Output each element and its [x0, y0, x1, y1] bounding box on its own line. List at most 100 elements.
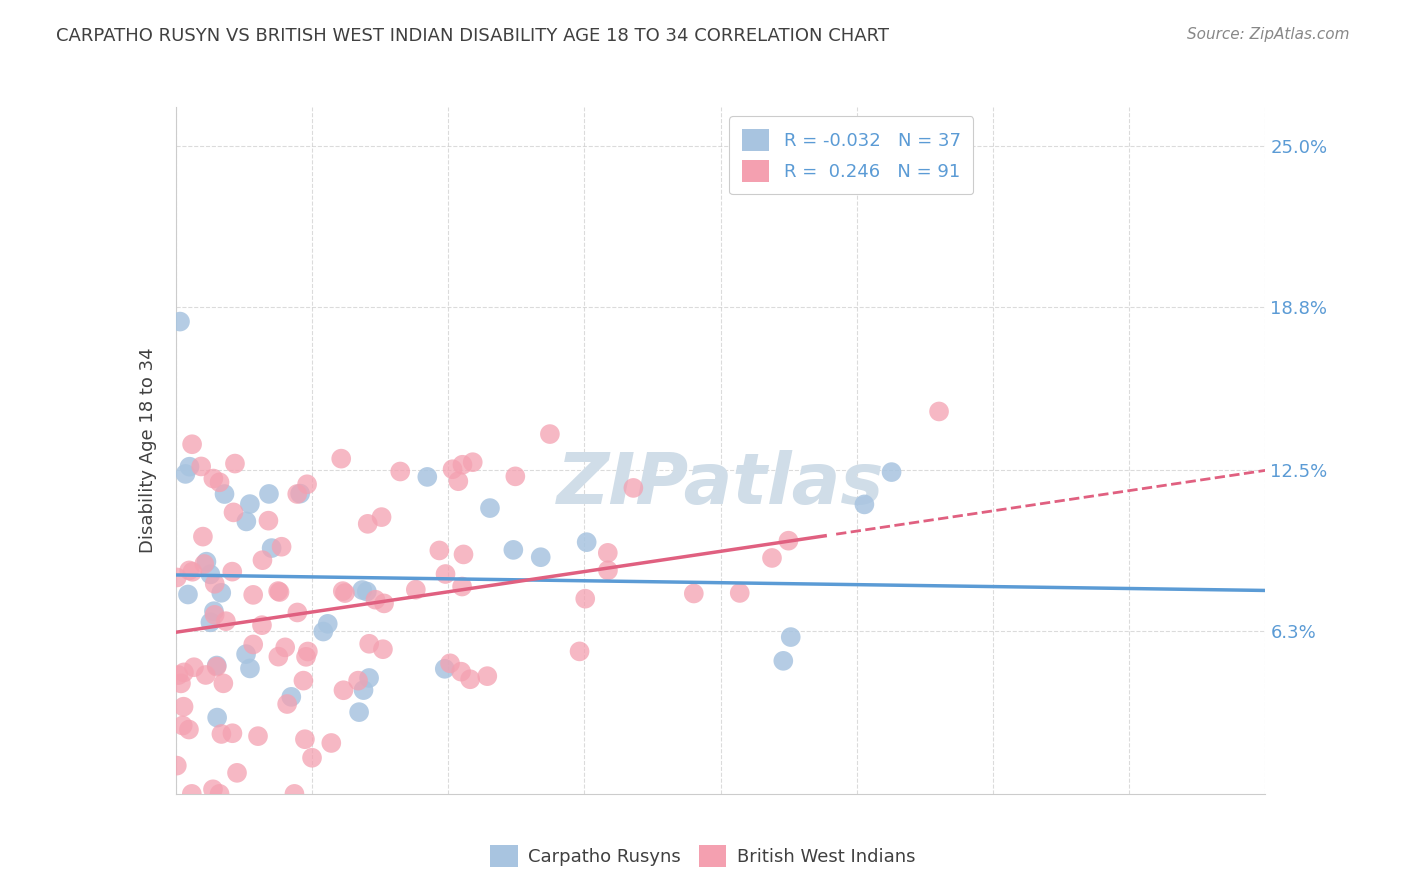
Point — [285, 487, 308, 501]
Point — [301, 751, 323, 765]
Point — [215, 614, 238, 628]
Point — [451, 580, 474, 594]
Point — [434, 567, 457, 582]
Point — [427, 543, 450, 558]
Point — [373, 596, 395, 610]
Point — [347, 705, 370, 719]
Point — [222, 505, 245, 519]
Point — [280, 690, 302, 704]
Point — [181, 565, 204, 579]
Point — [183, 660, 205, 674]
Point — [177, 723, 200, 737]
Point — [451, 458, 474, 472]
Point — [389, 465, 412, 479]
Point — [193, 557, 215, 571]
Point — [224, 457, 246, 471]
Point — [353, 683, 375, 698]
Point — [205, 658, 228, 673]
Point — [505, 469, 527, 483]
Point — [239, 497, 262, 511]
Point — [332, 683, 354, 698]
Point — [295, 477, 318, 491]
Point — [179, 563, 201, 577]
Point — [169, 315, 191, 329]
Point — [166, 758, 188, 772]
Point — [453, 548, 475, 562]
Point — [242, 588, 264, 602]
Point — [173, 665, 195, 680]
Point — [538, 427, 561, 442]
Point — [312, 624, 335, 639]
Point — [574, 591, 596, 606]
Point — [166, 570, 188, 584]
Point — [347, 673, 370, 688]
Y-axis label: Disability Age 18 to 34: Disability Age 18 to 34 — [139, 348, 157, 553]
Point — [270, 540, 292, 554]
Point — [235, 647, 257, 661]
Point — [205, 710, 228, 724]
Text: Source: ZipAtlas.com: Source: ZipAtlas.com — [1187, 27, 1350, 42]
Point — [242, 637, 264, 651]
Point — [212, 676, 235, 690]
Point — [202, 471, 225, 485]
Point — [357, 516, 380, 531]
Point — [596, 563, 619, 577]
Point — [371, 642, 394, 657]
Point — [728, 586, 751, 600]
Point — [575, 535, 598, 549]
Point — [288, 486, 311, 500]
Point — [247, 729, 270, 743]
Point — [928, 404, 950, 418]
Point — [252, 553, 274, 567]
Point — [458, 672, 481, 686]
Point — [235, 515, 257, 529]
Point — [502, 542, 524, 557]
Point — [274, 640, 297, 655]
Point — [209, 727, 232, 741]
Point — [283, 787, 305, 801]
Point — [194, 668, 217, 682]
Point — [370, 510, 392, 524]
Point — [853, 497, 876, 511]
Point — [779, 630, 801, 644]
Point — [441, 462, 464, 476]
Point — [267, 584, 290, 599]
Point — [439, 657, 461, 671]
Point — [172, 718, 194, 732]
Point — [267, 649, 290, 664]
Point — [180, 787, 202, 801]
Point — [778, 533, 800, 548]
Point — [221, 565, 243, 579]
Point — [621, 481, 644, 495]
Text: ZIPatlas: ZIPatlas — [557, 450, 884, 519]
Point — [257, 487, 280, 501]
Point — [568, 644, 591, 658]
Point — [292, 673, 315, 688]
Point — [239, 661, 262, 675]
Point — [276, 697, 298, 711]
Point — [260, 541, 283, 555]
Point — [477, 669, 499, 683]
Text: CARPATHO RUSYN VS BRITISH WEST INDIAN DISABILITY AGE 18 TO 34 CORRELATION CHART: CARPATHO RUSYN VS BRITISH WEST INDIAN DI… — [56, 27, 889, 45]
Point — [450, 665, 472, 679]
Point — [250, 618, 273, 632]
Point — [179, 459, 201, 474]
Point — [682, 586, 704, 600]
Point — [316, 616, 339, 631]
Point — [287, 606, 309, 620]
Point — [359, 671, 381, 685]
Point — [204, 576, 226, 591]
Point — [330, 451, 353, 466]
Point — [356, 584, 378, 599]
Point — [209, 586, 232, 600]
Point — [190, 459, 212, 474]
Point — [174, 467, 197, 481]
Point — [170, 676, 193, 690]
Point — [297, 644, 319, 658]
Point — [204, 607, 226, 622]
Point — [433, 662, 456, 676]
Point — [352, 582, 374, 597]
Legend: Carpatho Rusyns, British West Indians: Carpatho Rusyns, British West Indians — [484, 838, 922, 874]
Point — [447, 474, 470, 488]
Point — [208, 787, 231, 801]
